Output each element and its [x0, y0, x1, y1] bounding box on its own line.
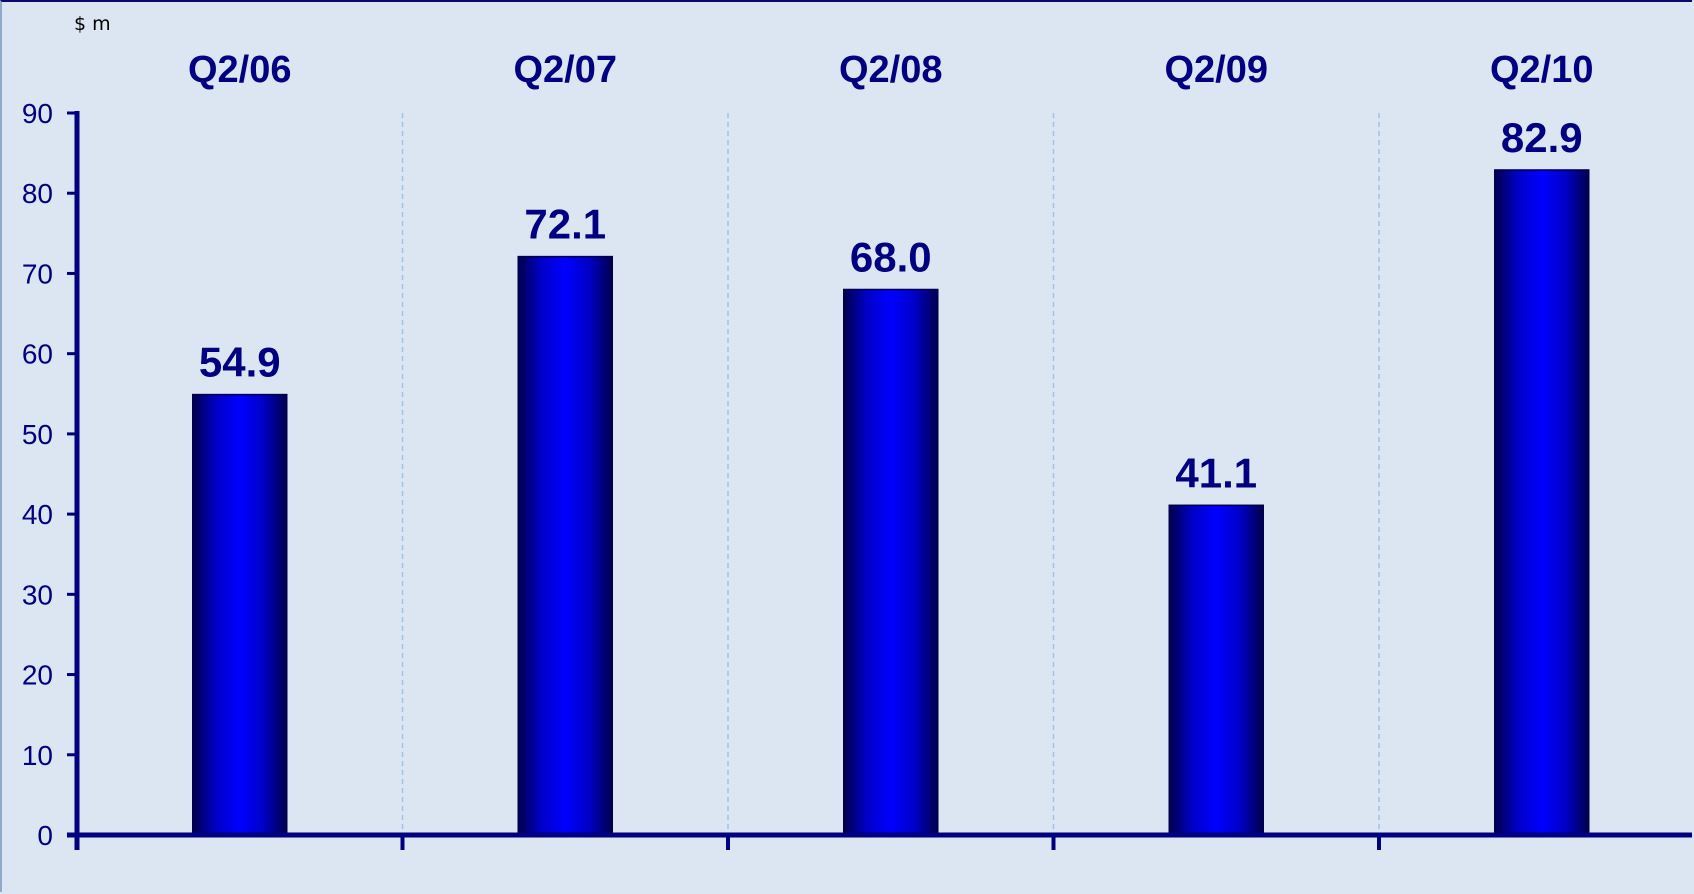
- y-tick-label: 20: [22, 660, 53, 691]
- y-tick-label: 40: [22, 499, 53, 530]
- category-label: Q2/07: [513, 49, 617, 91]
- category-label: Q2/10: [1490, 49, 1594, 91]
- data-label: 82.9: [1501, 114, 1583, 161]
- bar: [843, 288, 939, 836]
- unit-label: $ m: [74, 13, 111, 35]
- data-label: 68.0: [850, 233, 932, 280]
- y-tick-label: 60: [22, 339, 53, 370]
- category-label: Q2/08: [839, 49, 943, 91]
- y-tick-label: 50: [22, 419, 53, 450]
- bar: [1494, 169, 1590, 836]
- bars-layer: [192, 169, 1590, 836]
- data-label: 72.1: [524, 201, 606, 248]
- category-label: Q2/06: [188, 49, 292, 91]
- bar: [517, 255, 613, 836]
- data-label: 41.1: [1175, 449, 1257, 496]
- grid-layer: [401, 113, 1380, 835]
- data-label: 54.9: [199, 339, 281, 386]
- y-tick-label: 10: [22, 740, 53, 771]
- y-tick-label: 0: [37, 820, 53, 851]
- bar: [1168, 504, 1264, 836]
- labels-layer: 54.9 Q2/06 72.1 Q2/07 68.0 Q2/08 41.1 Q2/09 82.9…: [22, 49, 1594, 851]
- y-tick-label: 90: [22, 98, 53, 129]
- y-tick-label: 80: [22, 178, 53, 209]
- category-label: Q2/09: [1164, 49, 1268, 91]
- y-tick-label: 30: [22, 579, 53, 610]
- axis-layer: [67, 111, 1692, 850]
- bar: [192, 393, 288, 836]
- y-tick-label: 70: [22, 258, 53, 289]
